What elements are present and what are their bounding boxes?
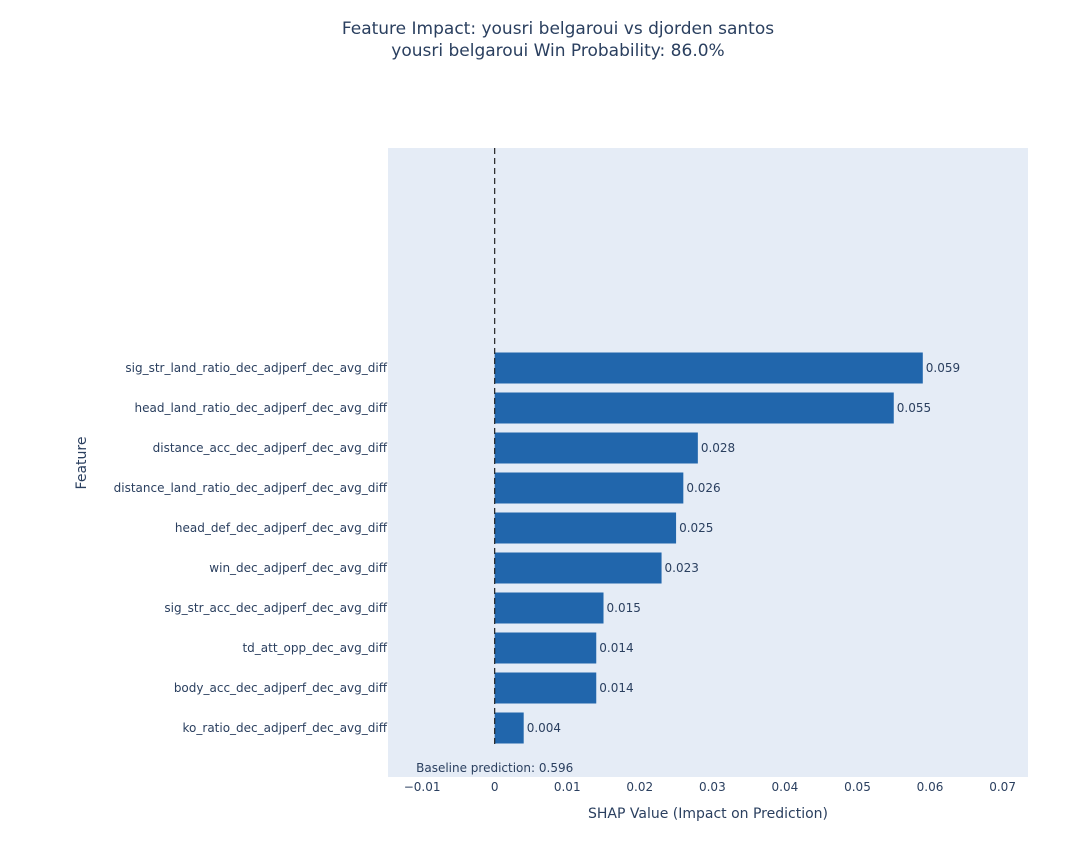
- y-tick-label: td_att_opp_dec_avg_diff: [242, 641, 387, 655]
- x-tick-label: 0.04: [772, 780, 799, 794]
- bar-body_acc_dec_adjperf_dec_avg_diff: [494, 672, 597, 704]
- x-axis-title: SHAP Value (Impact on Prediction): [588, 806, 828, 822]
- x-tick-label: 0.06: [917, 780, 944, 794]
- y-tick-label: distance_acc_dec_adjperf_dec_avg_diff: [153, 441, 388, 455]
- bar-td_att_opp_dec_avg_diff: [494, 632, 597, 664]
- y-tick-label: win_dec_adjperf_dec_avg_diff: [209, 561, 387, 575]
- y-tick-label: body_acc_dec_adjperf_dec_avg_diff: [174, 681, 388, 695]
- bar-value-label: 0.004: [527, 721, 561, 735]
- bar-value-label: 0.025: [679, 521, 713, 535]
- bar-win_dec_adjperf_dec_avg_diff: [494, 552, 662, 584]
- y-tick-label: sig_str_land_ratio_dec_adjperf_dec_avg_d…: [125, 361, 387, 375]
- x-tick-label: 0.03: [699, 780, 726, 794]
- bar-value-label: 0.028: [701, 441, 735, 455]
- y-tick-label: head_def_dec_adjperf_dec_avg_diff: [175, 521, 388, 535]
- y-axis-title: Feature: [74, 437, 90, 490]
- y-tick-label: ko_ratio_dec_adjperf_dec_avg_diff: [183, 721, 388, 735]
- bar-head_def_dec_adjperf_dec_avg_diff: [494, 512, 677, 544]
- y-tick-labels: sig_str_land_ratio_dec_adjperf_dec_avg_d…: [114, 361, 388, 735]
- x-tick-label: 0.02: [626, 780, 653, 794]
- bar-distance_land_ratio_dec_adjperf_dec_avg_diff: [494, 472, 684, 504]
- x-tick-label: 0: [491, 780, 499, 794]
- x-tick-labels: −0.01 0 0.01 0.02 0.03 0.04 0.05 0.06 0.07: [404, 780, 1016, 794]
- bar-value-label: 0.055: [897, 401, 931, 415]
- plot-area: [388, 148, 1028, 777]
- bars-layer: 0.059 0.055 0.028 0.026 0.025 0.023 0.015 0.014…: [494, 352, 960, 744]
- bar-value-label: 0.014: [599, 681, 633, 695]
- y-tick-label: sig_str_acc_dec_adjperf_dec_avg_diff: [164, 601, 387, 615]
- baseline-annotation: Baseline prediction: 0.596: [416, 761, 573, 775]
- chart-subtitle: yousri belgaroui Win Probability: 86.0%: [391, 41, 724, 61]
- bar-sig_str_land_ratio_dec_adjperf_dec_avg_diff: [494, 352, 923, 384]
- x-tick-label: 0.07: [989, 780, 1016, 794]
- bar-value-label: 0.026: [686, 481, 720, 495]
- bar-distance_acc_dec_adjperf_dec_avg_diff: [494, 432, 698, 464]
- bar-value-label: 0.059: [926, 361, 960, 375]
- bar-value-label: 0.023: [665, 561, 699, 575]
- y-tick-label: distance_land_ratio_dec_adjperf_dec_avg_…: [114, 481, 388, 495]
- x-tick-label: 0.01: [554, 780, 581, 794]
- bar-sig_str_acc_dec_adjperf_dec_avg_diff: [494, 592, 604, 624]
- bar-ko_ratio_dec_adjperf_dec_avg_diff: [494, 712, 524, 744]
- y-tick-label: head_land_ratio_dec_adjperf_dec_avg_diff: [135, 401, 388, 415]
- bar-head_land_ratio_dec_adjperf_dec_avg_diff: [494, 392, 894, 424]
- x-tick-label: −0.01: [404, 780, 441, 794]
- chart-title: Feature Impact: yousri belgaroui vs djor…: [342, 19, 774, 39]
- bar-value-label: 0.015: [607, 601, 641, 615]
- x-tick-label: 0.05: [844, 780, 871, 794]
- bar-value-label: 0.014: [599, 641, 633, 655]
